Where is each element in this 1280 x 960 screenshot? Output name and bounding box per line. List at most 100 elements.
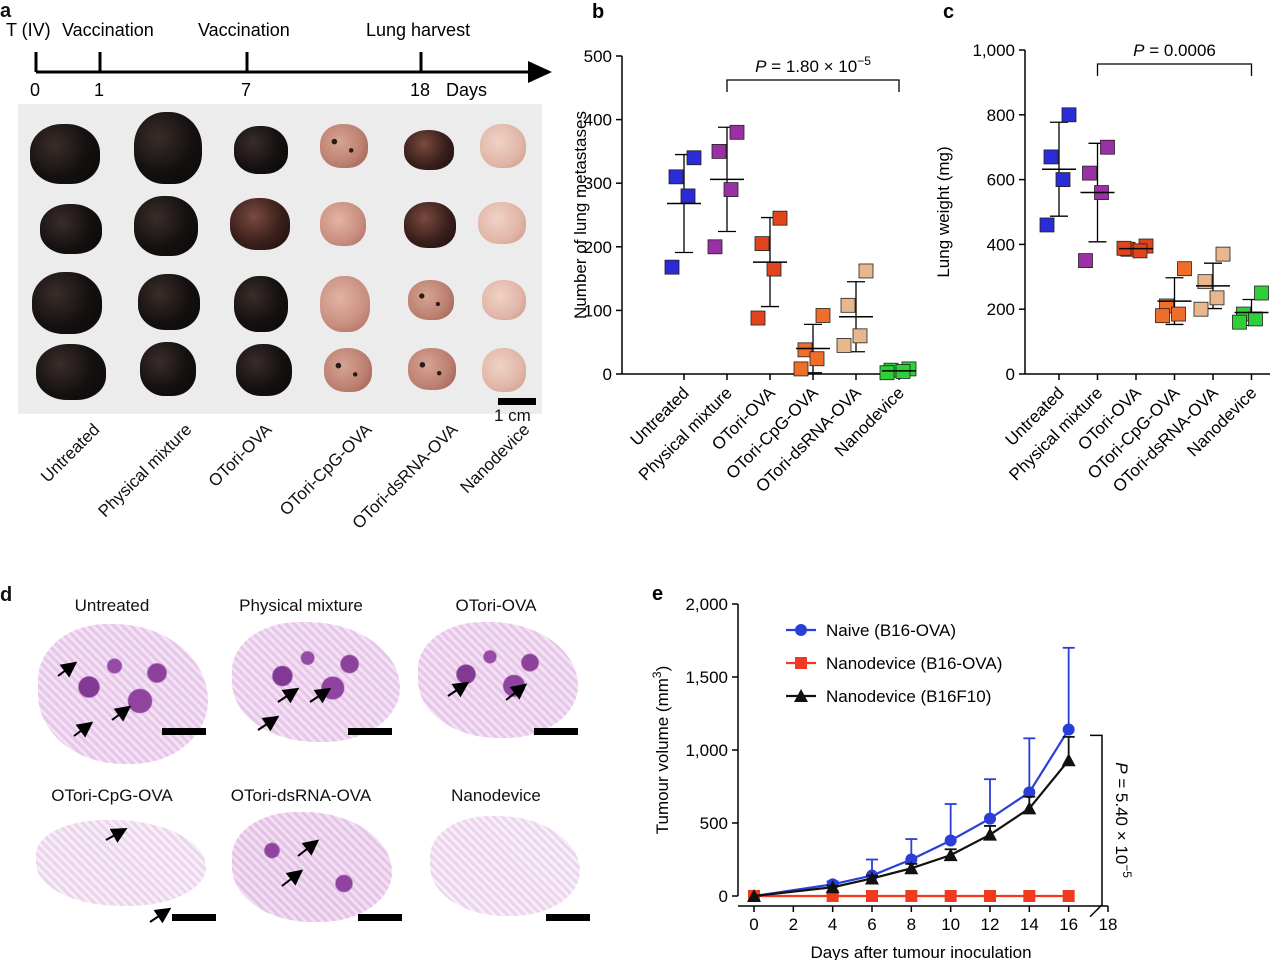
data-point [984,890,996,902]
histology-scale-bar [546,914,590,921]
lung-specimen [478,202,526,244]
data-point [747,889,761,902]
lung-specimen [408,348,456,390]
lung-specimen [236,344,292,396]
lung-specimen [134,196,198,256]
data-point [1061,107,1077,123]
timeline-event-label: Lung harvest [366,20,470,40]
timeline-event-label: Vaccination [198,20,290,40]
data-point [1062,890,1075,902]
timeline-tick-label: 1 [94,80,104,100]
arrow-icon [309,687,332,704]
data-point [1248,311,1263,327]
data-point [686,150,702,166]
histology-section [418,622,578,738]
lung-specimen [140,342,196,396]
significance-bracket [726,79,900,92]
data-point [766,261,782,277]
data-point [852,328,868,344]
significance-bracket [1096,63,1253,76]
arrow-icon [111,705,132,722]
data-point [983,827,997,841]
significance-bracket [1089,734,1103,918]
legend-marker [794,689,808,702]
data-point [944,890,957,902]
timeline-tick-label: 18 [410,80,430,100]
lung-specimen [404,202,456,248]
data-point [723,182,739,197]
data-point [905,853,918,866]
arrow-icon [149,907,172,924]
data-point [1209,290,1225,306]
y-tick-label: 400 [584,111,612,130]
data-point [1055,172,1071,188]
photo-scale-bar [498,398,536,405]
arrow-icon [257,715,280,732]
arrow-icon [505,683,528,701]
data-point [905,890,918,902]
data-point [865,871,879,885]
histology-scale-bar [534,728,578,735]
y-axis-label: Number of lung metastases [571,111,590,319]
lung-specimen [480,124,526,168]
x-tick-label: 10 [941,915,960,934]
panel-label-d: d [0,584,13,606]
y-tick-label: 800 [987,106,1015,125]
y-tick-label: 200 [987,300,1015,319]
data-point [1078,253,1093,269]
lung-specimen [234,276,288,332]
x-tick-label: 8 [907,915,916,934]
data-point [793,361,809,377]
p-value-label: P = 1.80 × 10−5 [755,54,871,76]
x-axis-label: Days after tumour inoculation [810,943,1031,960]
arrow-icon [57,661,78,678]
lung-specimen [324,348,372,392]
panel-label-a: a [0,0,12,22]
series-line [753,759,1070,898]
data-point [904,861,919,875]
data-point [944,834,957,847]
data-point [1171,306,1186,322]
data-point [1061,753,1076,767]
data-point [680,188,696,204]
histology-title: OTori-dsRNA-OVA [230,786,372,805]
data-point [754,236,770,252]
chart-lung-metastases: 0 100 200 300 400 500 Number of lung metastase… [571,1,917,496]
arrow-icon [297,839,320,857]
data-point [836,337,852,353]
timeline-event-label: Vaccination [62,20,154,40]
p-value-label: P = 0.0006 [1133,41,1216,60]
y-tick-label: 200 [584,238,612,257]
x-tick-label: 16 [1059,915,1078,934]
chart-tumour-volume: e 0 500 1,000 1,500 2,000 0 2 4 6 8 10 12 14 16 18 Days … [650,583,1134,960]
lung-specimen [40,204,102,254]
arrow-icon [281,869,304,887]
data-point [711,143,727,159]
timeline-tick-label: 0 [30,80,40,100]
data-point [750,310,766,326]
histology-title: Untreated [74,596,150,615]
data-point [1100,139,1115,155]
lung-specimen [234,126,288,174]
data-point [984,812,996,825]
data-point [1254,285,1269,301]
timeline-event-label: T (IV) [6,20,51,40]
histology-scale-bar [348,728,392,735]
y-tick-label: 1,000 [972,41,1015,60]
histology-scale-bar [172,914,216,921]
histology-scale-bar [358,914,402,921]
timeline: T (IV) Vaccination Vaccination Lung harv… [6,20,552,100]
panel-label-e: e [652,583,663,605]
legend-marker [795,657,807,669]
group-label-otori-ova: OTori-OVA [204,420,276,491]
data-point [1155,308,1170,324]
data-point [809,351,825,367]
histology-title: Physical mixture [239,596,363,615]
data-point [840,297,856,313]
y-tick-label: 0 [719,887,728,906]
y-tick-label: 1,000 [685,741,728,760]
y-tick-label: 500 [584,47,612,66]
y-tick-label: 0 [603,365,612,384]
data-point [1022,801,1037,815]
